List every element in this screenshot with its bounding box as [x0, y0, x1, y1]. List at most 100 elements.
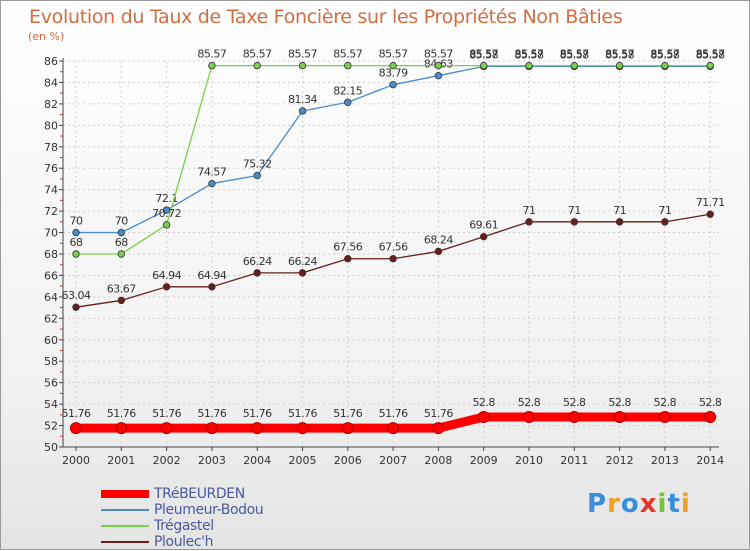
x-tick-label: 2009 — [470, 454, 498, 467]
data-label: 70.72 — [152, 207, 181, 220]
data-label: 69.61 — [469, 219, 498, 232]
data-label: 51.76 — [379, 407, 408, 420]
y-tick-label: 84 — [44, 76, 58, 89]
unit-label: (en %) — [28, 30, 65, 43]
data-label: 85.57 — [243, 48, 272, 61]
data-point — [70, 422, 82, 435]
logo-letter: P — [587, 489, 608, 519]
y-tick-label: 78 — [44, 141, 58, 154]
data-point — [432, 422, 445, 435]
data-point — [208, 283, 216, 291]
series-tr-beurden: 51.76 51.76 51.76 51.76 51.76 51.76 51.76 51.76… — [62, 396, 722, 435]
data-point — [341, 422, 354, 435]
data-point — [615, 61, 624, 70]
data-label: 70 — [70, 215, 83, 228]
logo-letter: i — [657, 489, 668, 519]
y-tick-label: 64 — [44, 291, 58, 304]
data-label: 51.76 — [107, 407, 136, 420]
data-point — [160, 422, 173, 435]
legend-swatch-tregastel — [101, 525, 149, 527]
data-label: 85.57 — [424, 48, 453, 61]
x-tick-label: 2010 — [515, 454, 543, 467]
legend-swatch-pleumeur-bodou — [101, 509, 149, 511]
data-label: 63.04 — [62, 289, 91, 302]
x-tick-label: 2012 — [606, 454, 634, 467]
data-point — [344, 255, 352, 263]
data-point — [661, 218, 669, 226]
data-point — [117, 250, 125, 258]
data-label: 85.57 — [197, 48, 226, 61]
y-tick-label: 54 — [44, 398, 58, 411]
data-point — [251, 422, 264, 435]
data-label: 64.94 — [152, 269, 181, 282]
data-label: 51.76 — [288, 407, 317, 420]
data-label: 85.58 — [650, 48, 679, 61]
data-point — [72, 228, 80, 237]
data-label: 85.58 — [696, 48, 725, 61]
data-label: 85.58 — [560, 48, 589, 61]
data-label: 85.57 — [560, 48, 589, 61]
data-point — [661, 61, 669, 70]
data-label: 51.76 — [333, 407, 362, 420]
data-label: 51.76 — [197, 407, 226, 420]
legend-item-tregastel[interactable]: Trégastel — [101, 518, 341, 534]
legend-item-pleumeur-bodou[interactable]: Pleumeur-Bodou — [101, 502, 341, 518]
legend-label: Pleumeur-Bodou — [154, 502, 264, 518]
data-label: 85.57 — [379, 48, 408, 61]
x-tick-label: 2011 — [560, 454, 588, 467]
y-tick-label: 66 — [44, 269, 58, 282]
data-label: 85.57 — [605, 48, 634, 61]
data-point — [298, 107, 307, 115]
data-point — [658, 410, 671, 423]
data-point — [389, 255, 397, 263]
x-tick-label: 2013 — [651, 454, 679, 467]
data-label: 83.79 — [379, 67, 408, 80]
data-point — [117, 228, 125, 237]
y-tick-label: 70 — [44, 227, 58, 240]
data-point — [72, 250, 80, 258]
y-tick-label: 74 — [44, 184, 58, 197]
legend-item-trebeurden[interactable]: TRéBEURDEN — [101, 486, 341, 502]
data-label: 74.57 — [197, 166, 226, 179]
x-tick-label: 2001 — [107, 454, 135, 467]
data-point — [72, 303, 80, 311]
data-point — [613, 410, 626, 423]
data-point — [525, 218, 533, 226]
data-point — [253, 171, 261, 180]
x-tick-label: 2002 — [153, 454, 181, 467]
y-tick-label: 86 — [44, 55, 58, 68]
legend-item-ploulech[interactable]: Ploulec'h — [101, 534, 341, 550]
x-tick-label: 2006 — [334, 454, 362, 467]
logo-letter: o — [620, 489, 640, 519]
data-point — [253, 61, 261, 70]
legend-swatch-ploulech — [101, 541, 149, 543]
x-tick-label: 2014 — [696, 454, 724, 467]
data-point — [344, 61, 352, 70]
data-label: 68 — [70, 236, 83, 249]
data-label: 70 — [115, 215, 128, 228]
data-point — [205, 422, 218, 435]
data-label: 52.8 — [563, 396, 586, 409]
y-tick-label: 60 — [44, 334, 58, 347]
data-point — [706, 210, 714, 218]
data-label: 85.57 — [469, 48, 498, 61]
y-tick-label: 76 — [44, 162, 58, 175]
logo-letter: i — [680, 489, 691, 519]
x-tick-label: 2007 — [379, 454, 407, 467]
data-point — [208, 179, 216, 188]
data-point — [570, 218, 578, 226]
x-tick-label: 2003 — [198, 454, 226, 467]
y-tick-label: 72 — [44, 205, 58, 218]
data-point — [704, 410, 717, 423]
series-ploulec-h: 63.04 63.67 64.94 64.94 66.24 66.24 67.56 67.56… — [62, 196, 725, 311]
y-tick-label: 56 — [44, 377, 58, 390]
data-label: 52.8 — [699, 396, 722, 409]
data-label: 52.8 — [472, 396, 495, 409]
y-tick-label: 58 — [44, 355, 58, 368]
data-label: 67.56 — [333, 241, 362, 254]
data-label: 82.15 — [333, 84, 362, 97]
y-tick-label: 62 — [44, 312, 58, 325]
x-tick-label: 2004 — [243, 454, 271, 467]
data-label: 51.76 — [424, 407, 453, 420]
